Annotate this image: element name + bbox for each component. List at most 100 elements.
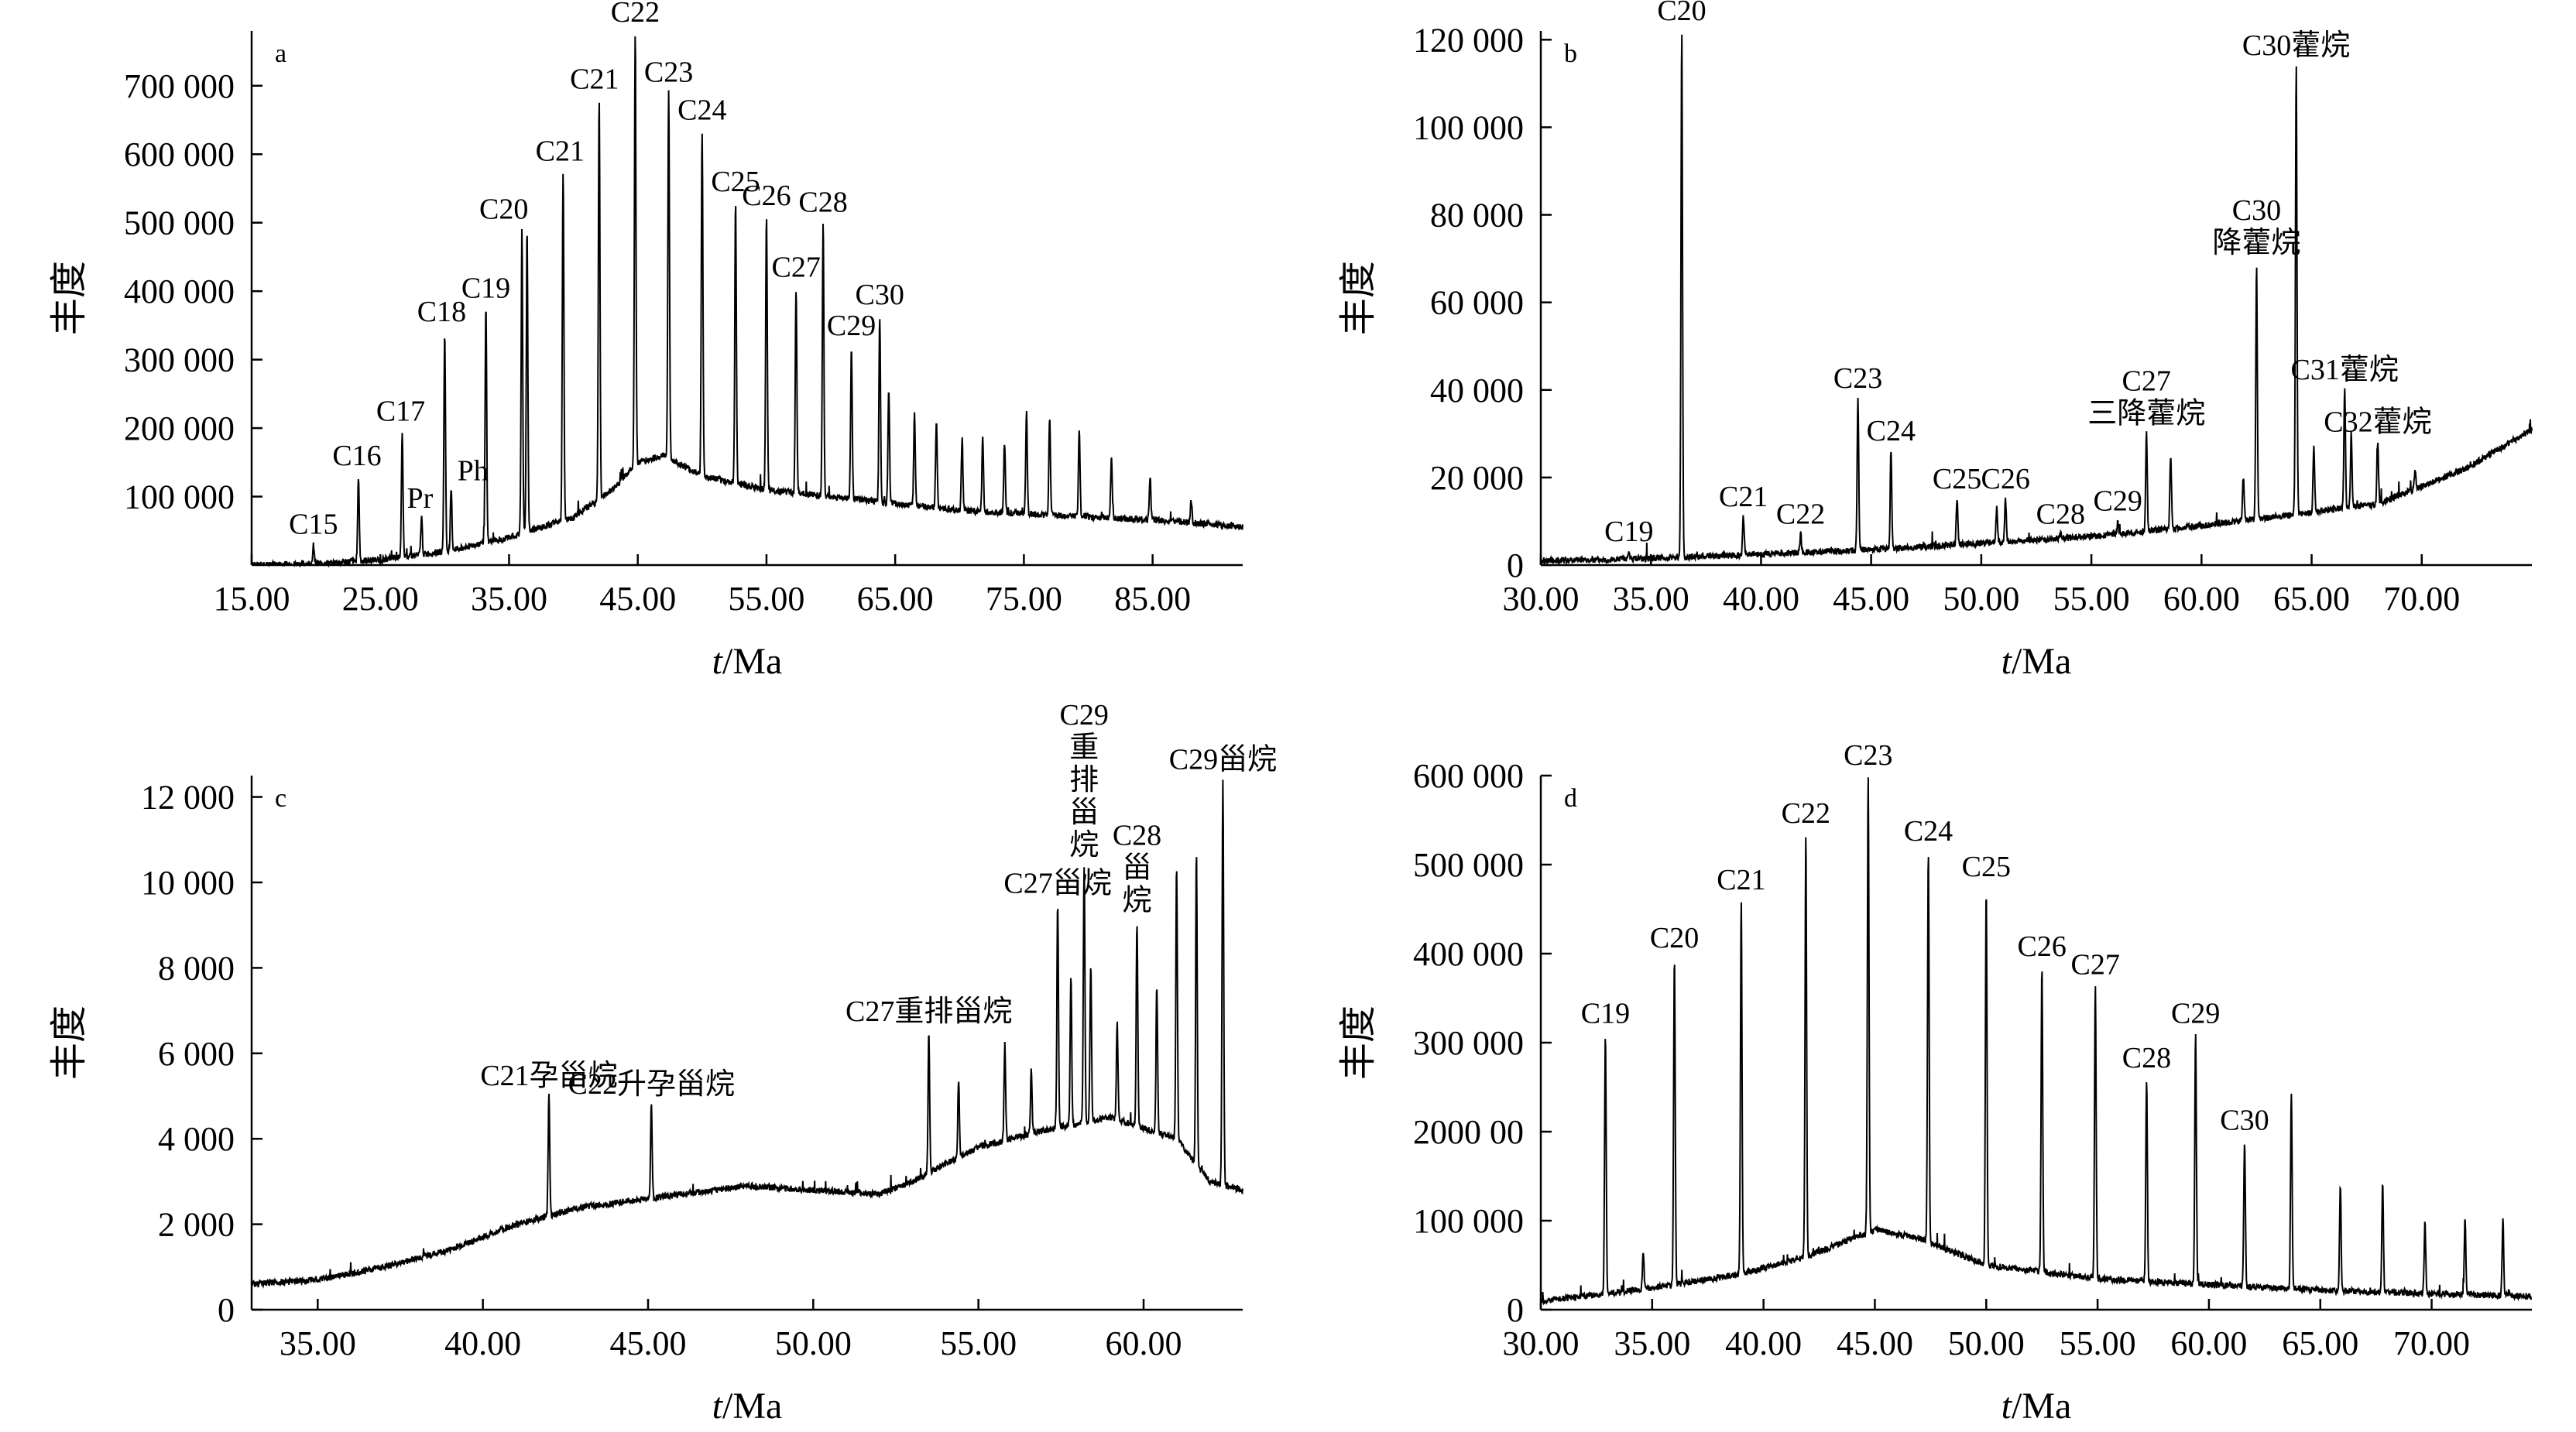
panel-letter: d [1564,784,1577,813]
y-tick-label: 600 000 [124,135,235,173]
peak-label: C27 [772,252,821,284]
peak-label: C20 [479,194,528,226]
peak-label: Ph [458,455,489,488]
peak-label: C26 [742,180,791,212]
peak-label: C24 [1867,415,1916,447]
peak-label: C22 [1776,498,1825,530]
peak-label: C17 [376,396,425,428]
x-axis-label: t/Ma [712,1386,783,1427]
peak-label: C25 [1962,851,2011,883]
y-tick-label: 0 [1507,546,1524,584]
x-tick-label: 55.00 [940,1324,1017,1362]
x-axis-label: t/Ma [2001,1386,2072,1427]
peak-label: C26 [1981,463,2030,495]
peak-label: C27重排甾烷 [846,995,1012,1028]
y-tick-label: 10 000 [141,864,235,902]
peak-label: C21 [1717,864,1765,896]
peak-label: C28 [2036,498,2085,530]
y-tick-label: 2 000 [158,1206,235,1244]
peak-label: C28 甾烷 [1113,820,1161,917]
x-tick-label: 15.00 [214,580,290,618]
peak-label: C21孕甾烷 [480,1060,617,1092]
chart-panel-b: b 0 20 000 40 000 60 000 80 000 100 000 120 000… [1338,0,2533,682]
y-tick-label: 0 [218,1291,235,1329]
chart-panel-d: d 0 100 000 2000 00 300 000 400 000 500 000 600… [1338,739,2532,1427]
x-tick-label: 45.00 [599,580,676,618]
chromatogram-trace [251,36,1243,568]
y-tick-label: 500 000 [1413,846,1524,884]
y-tick-label: 300 000 [124,341,235,379]
x-tick-label: 50.00 [1948,1324,2025,1362]
peak-label: C27甾烷 [1003,868,1111,900]
peak-label: C29 [827,310,876,342]
y-tick-label: 100 000 [124,478,235,516]
peak-label: C29 重排甾烷 [1060,699,1109,862]
peak-label: C28 [798,187,847,219]
chromatogram-trace [251,779,1243,1289]
y-tick-label: 12 000 [141,779,235,817]
x-tick-label: 30.00 [1503,580,1580,618]
y-axis-label: 丰度 [49,1005,90,1080]
x-tick-label: 55.00 [2060,1324,2136,1362]
x-tick-label: 55.00 [728,580,804,618]
peak-label: C23 [1833,362,1882,395]
peak-label: C21 [570,63,619,96]
x-tick-label: 60.00 [1106,1324,1182,1362]
peak-label: C24 [1904,815,1953,848]
x-tick-label: 35.00 [1614,1324,1690,1362]
x-axis-label: t/Ma [712,641,783,682]
x-tick-label: 45.00 [1833,580,1909,618]
y-tick-label: 4 000 [158,1120,235,1158]
x-tick-label: 40.00 [1725,1324,1802,1362]
x-tick-label: 35.00 [1613,580,1689,618]
x-tick-label: 40.00 [1723,580,1799,618]
y-tick-label: 6 000 [158,1035,235,1073]
x-tick-label: 65.00 [2273,580,2350,618]
chart-panel-a: a 100 000 200 000 300 000 400 000 500 000 600 … [49,0,1243,682]
peak-label: C27 [2071,948,2120,981]
peak-label: C20 [1650,922,1699,954]
y-tick-label: 40 000 [1430,372,1524,409]
peak-label: C21 [1719,481,1768,513]
x-tick-label: 35.00 [280,1324,356,1362]
y-tick-label: 8 000 [158,949,235,987]
peak-label: C32藿烷 [2324,406,2431,439]
peak-label: C28 [2122,1042,2171,1074]
y-axis-label: 丰度 [1338,261,1379,335]
y-tick-label: 60 000 [1430,284,1524,322]
panel-letter: c [275,784,286,813]
peak-label: C19 [1604,516,1653,548]
peak-label: C30 [2220,1105,2269,1137]
x-tick-label: 70.00 [2383,580,2460,618]
chart-panel-c: c 0 2 000 4 000 6 000 8 000 10 000 12 000 35.00 4… [49,699,1277,1427]
y-tick-label: 600 000 [1413,757,1524,795]
peak-label: C22升孕甾烷 [568,1068,735,1101]
x-tick-label: 35.00 [471,580,547,618]
y-tick-label: 80 000 [1430,197,1524,235]
y-tick-label: 0 [1507,1291,1524,1329]
x-tick-label: 60.00 [2170,1324,2247,1362]
peak-label: C27 三降藿烷 [2087,365,2205,430]
y-tick-label: 20 000 [1430,459,1524,497]
peak-label: C29 [2094,485,2142,517]
peak-label: C25 [711,166,760,198]
peak-label: C22 [611,0,660,29]
peak-label: C19 [1581,998,1630,1030]
x-tick-label: 70.00 [2393,1324,2470,1362]
peak-label: C15 [289,509,338,541]
x-tick-label: 65.00 [2282,1324,2358,1362]
y-tick-label: 300 000 [1413,1024,1524,1062]
y-tick-label: 500 000 [124,204,235,242]
peak-label: C24 [677,94,726,126]
x-tick-label: 55.00 [2053,580,2130,618]
x-tick-label: 85.00 [1114,580,1191,618]
panel-letter: b [1564,39,1577,68]
y-tick-label: 120 000 [1413,21,1524,59]
peak-label: C18 [417,296,466,328]
peak-label: Pr [407,482,434,515]
x-tick-label: 75.00 [986,580,1062,618]
chromatogram-trace [1540,34,2533,566]
peak-label: C20 [1657,0,1706,27]
peak-label: C29 [2171,998,2220,1030]
y-tick-label: 2000 00 [1413,1113,1524,1151]
